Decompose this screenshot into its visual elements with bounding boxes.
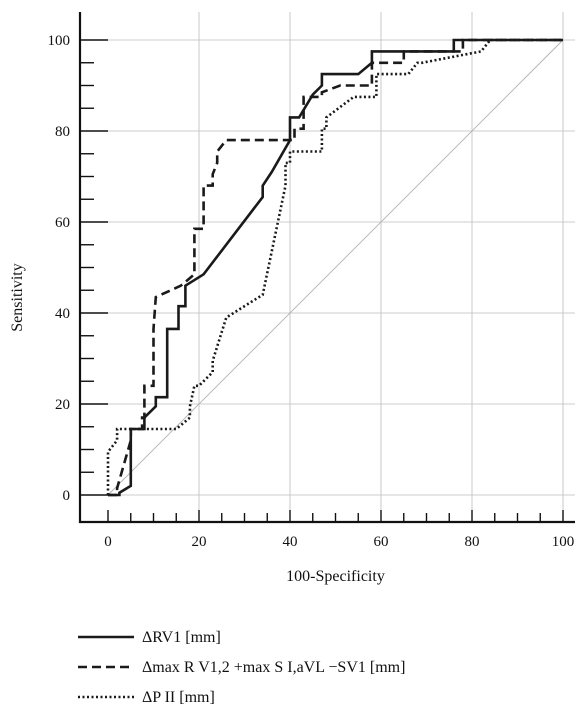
x-tick-label: 20: [192, 534, 207, 550]
legend-label-1: ΔRV1 [mm]: [142, 629, 221, 646]
legend: ΔRV1 [mm] Δmax R V1,2 +max S I,aVL −SV1 […: [78, 629, 405, 706]
y-tick-label: 0: [63, 488, 71, 504]
legend-label-3: ΔP II [mm]: [142, 689, 215, 706]
reference-diagonal: [107, 39, 564, 496]
reference-line: [107, 39, 564, 496]
x-axis-title: 100-Specificity: [286, 568, 385, 585]
y-tick-label: 100: [48, 33, 71, 49]
y-tick-label: 40: [55, 306, 70, 322]
x-tick-label: 100: [552, 534, 575, 550]
ticks: [80, 39, 564, 522]
y-tick-label: 80: [55, 124, 70, 140]
tick-labels: 0 20 40 60 80 100 0 20 40 60 80 100: [48, 33, 575, 550]
x-tick-label: 60: [374, 534, 389, 550]
x-tick-label: 40: [283, 534, 298, 550]
axes: [78, 12, 575, 524]
y-axis-title: Sensitivity: [9, 263, 26, 331]
x-tick-label: 80: [465, 534, 480, 550]
y-tick-label: 60: [55, 215, 70, 231]
series-lines: [106, 38, 563, 497]
y-tick-label: 20: [55, 397, 70, 413]
series-line-1: [108, 38, 563, 497]
x-tick-label: 0: [104, 534, 112, 550]
legend-label-2: Δmax R V1,2 +max S I,aVL −SV1 [mm]: [142, 659, 405, 676]
grid-lines: [80, 12, 575, 522]
series-line-2: [108, 38, 563, 497]
